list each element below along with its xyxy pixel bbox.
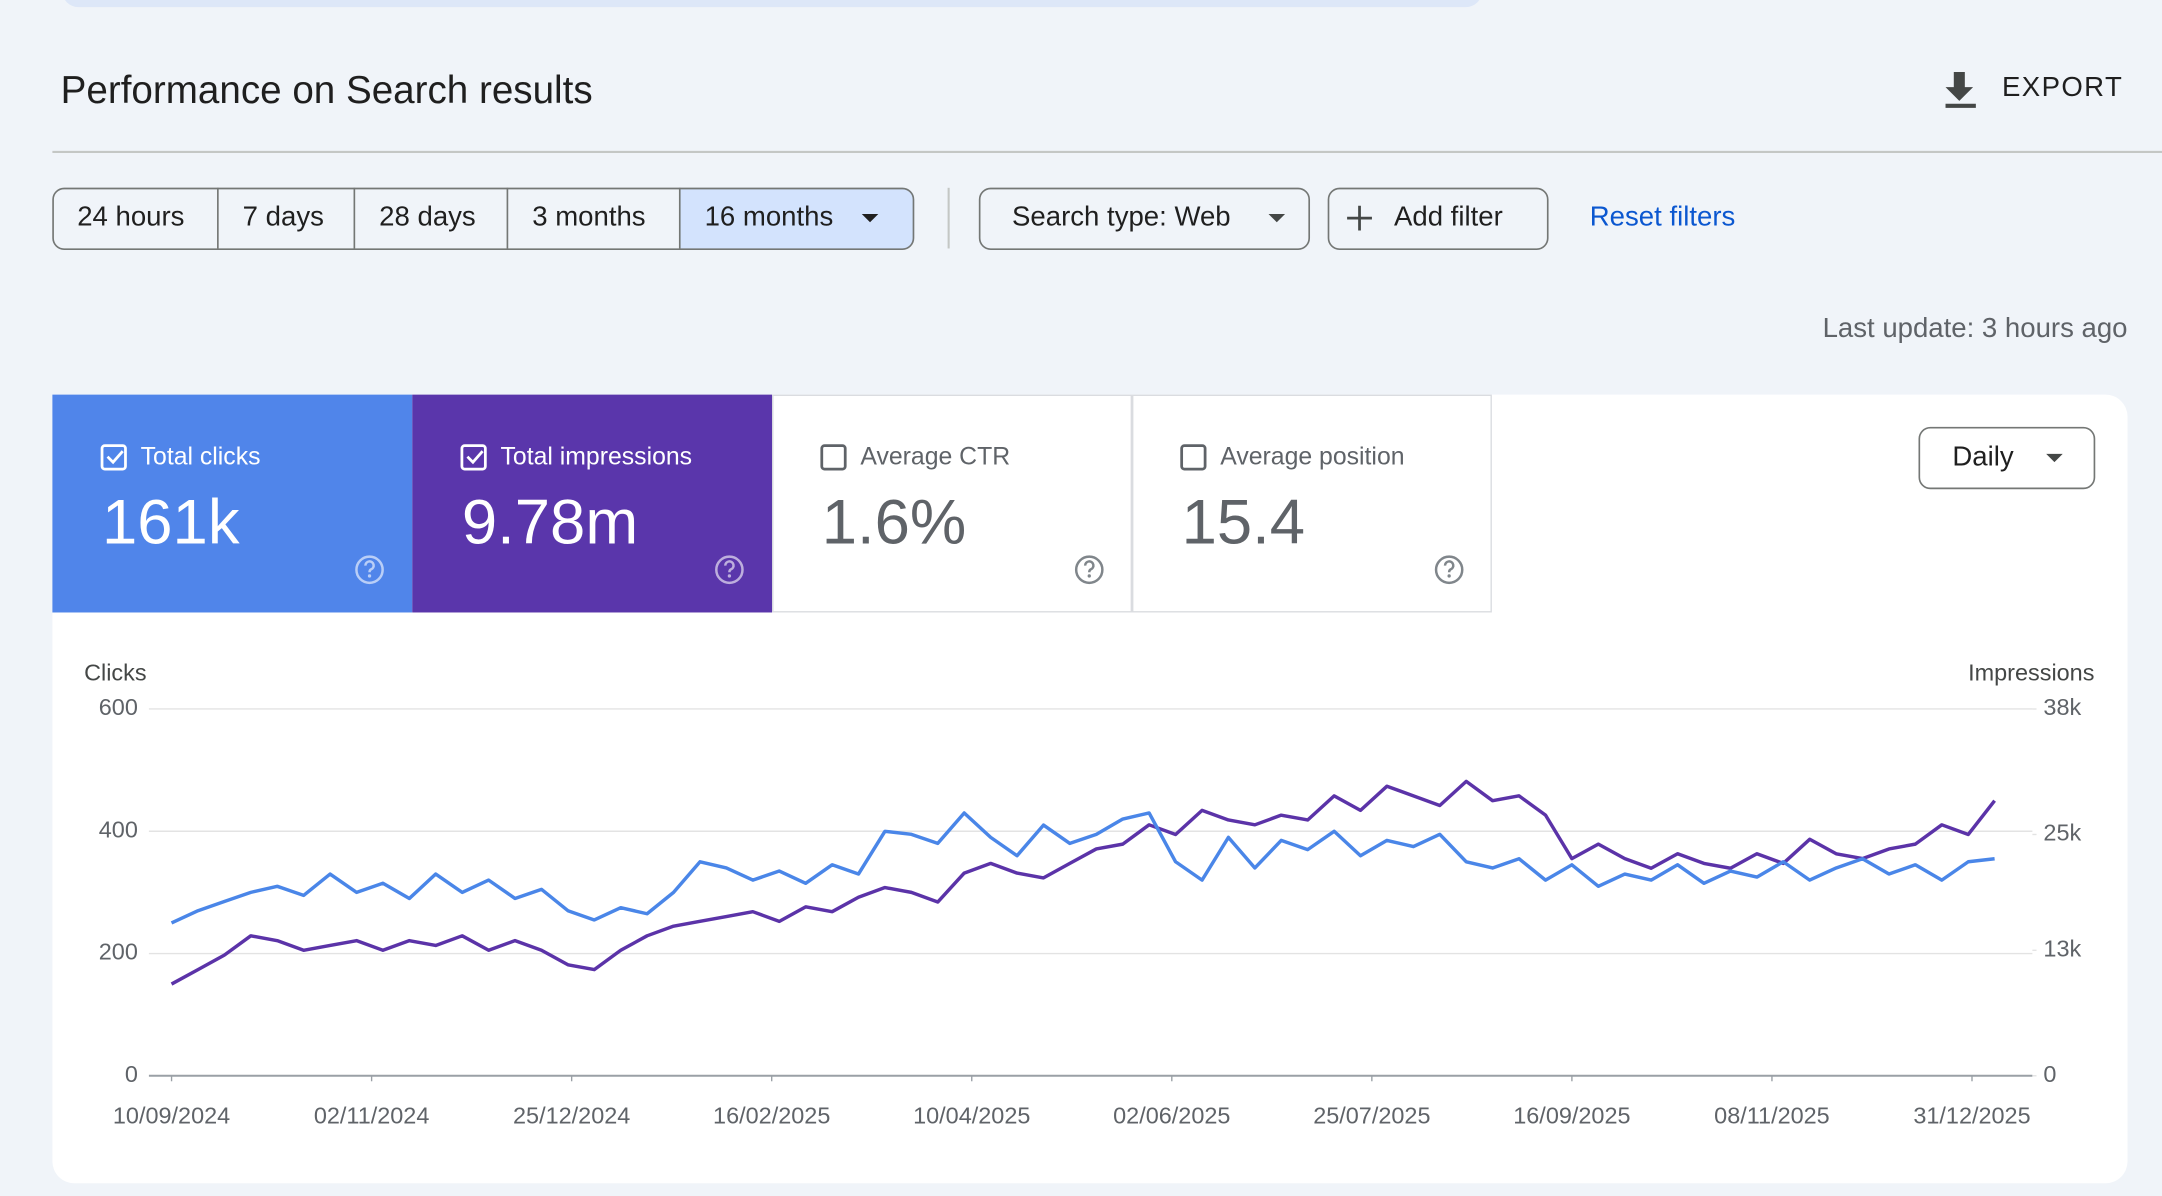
date-range-button[interactable]: 7 days bbox=[217, 187, 324, 249]
export-button[interactable]: EXPORT bbox=[1945, 71, 2124, 108]
y-tick-label: 400 bbox=[99, 816, 138, 842]
plus-icon bbox=[1347, 205, 1372, 231]
last-update: Last update: 3 hours ago bbox=[1823, 312, 2128, 343]
dropdown-frame bbox=[1918, 426, 2096, 490]
help-icon[interactable] bbox=[1434, 555, 1464, 585]
help-glyph bbox=[724, 560, 735, 573]
button-frame bbox=[1327, 187, 1549, 250]
y-tick-label: 200 bbox=[99, 939, 138, 965]
reset-filters-link[interactable]: Reset filters bbox=[1590, 200, 1736, 231]
x-tick-label: 31/12/2025 bbox=[1913, 1102, 2030, 1128]
series-line bbox=[170, 779, 1996, 986]
add-filter-label: Add filter bbox=[1394, 200, 1503, 231]
y-tick-label: 0 bbox=[125, 1061, 138, 1087]
x-tick-label: 16/02/2025 bbox=[713, 1102, 830, 1128]
series-line bbox=[170, 811, 1995, 925]
metric-label: Total impressions bbox=[501, 444, 693, 471]
y2-tick-label: 38k bbox=[2043, 694, 2081, 720]
metric-label: Total clicks bbox=[141, 444, 261, 471]
metric-value: 1.6% bbox=[822, 488, 967, 558]
metric-value: 161k bbox=[102, 488, 240, 558]
checkbox[interactable] bbox=[820, 444, 847, 471]
checkmark bbox=[466, 450, 484, 465]
date-range-label: 28 days bbox=[379, 200, 476, 231]
date-range-label: 7 days bbox=[243, 200, 324, 231]
caret bbox=[1268, 213, 1286, 223]
date-range-label: 24 hours bbox=[77, 200, 184, 231]
checkbox[interactable] bbox=[1180, 444, 1207, 471]
y2-tick-label: 0 bbox=[2043, 1061, 2056, 1087]
card-background bbox=[1132, 394, 1492, 613]
date-range-label: 16 months bbox=[705, 200, 834, 231]
x-tick-label: 16/09/2025 bbox=[1513, 1102, 1630, 1128]
date-range-group: 24 hours 7 days 28 days 3 months 16 months bbox=[52, 187, 915, 250]
x-tick-label: 02/06/2025 bbox=[1113, 1102, 1230, 1128]
y2-axis-title: Impressions bbox=[1968, 660, 2094, 686]
checkbox[interactable] bbox=[460, 444, 487, 471]
x-tick-label: 10/04/2025 bbox=[913, 1102, 1030, 1128]
checkmark bbox=[106, 450, 124, 465]
card-background bbox=[52, 394, 413, 613]
date-range-button[interactable]: 16 months bbox=[678, 187, 915, 249]
selected-background bbox=[679, 187, 915, 249]
y2-tick-label: 13k bbox=[2043, 935, 2081, 961]
help-glyph bbox=[1443, 560, 1455, 573]
checkbox[interactable] bbox=[100, 444, 127, 471]
granularity-dropdown[interactable]: Daily bbox=[1918, 426, 2096, 490]
add-filter-button[interactable]: Add filter bbox=[1327, 187, 1549, 250]
y-axis-title: Clicks bbox=[84, 660, 146, 686]
x-tick-label: 25/07/2025 bbox=[1313, 1102, 1430, 1128]
y-tick-label: 600 bbox=[99, 694, 138, 720]
caret bbox=[2046, 453, 2063, 463]
metric-card[interactable]: Average position 15.4 bbox=[1132, 394, 1492, 613]
caret bbox=[861, 213, 879, 223]
date-range-button[interactable]: 3 months bbox=[506, 187, 646, 249]
metric-cards: Total clicks 161k Total impressions 9.78m Av… bbox=[52, 394, 1492, 613]
plot: 0 200 400 600 0 13k 25k 38k 10/09/2024 02/11/2024… bbox=[99, 694, 2082, 1128]
search-bar-edge bbox=[64, 0, 1480, 8]
granularity-label: Daily bbox=[1952, 440, 2013, 471]
help-icon[interactable] bbox=[355, 555, 384, 585]
date-range-button[interactable]: 28 days bbox=[353, 187, 476, 249]
x-tick-label: 25/12/2024 bbox=[513, 1102, 630, 1128]
metric-label: Average position bbox=[1220, 444, 1404, 471]
help-dot bbox=[1087, 574, 1091, 578]
page-title: Performance on Search results bbox=[61, 69, 593, 112]
metric-card[interactable]: Total impressions 9.78m bbox=[412, 394, 773, 613]
x-tick-label: 02/11/2024 bbox=[314, 1102, 430, 1128]
search-type-label: Search type: Web bbox=[1012, 200, 1231, 231]
card-background bbox=[412, 394, 773, 613]
date-range-button[interactable]: 24 hours bbox=[77, 200, 184, 231]
export-label: EXPORT bbox=[2002, 71, 2123, 102]
help-icon[interactable] bbox=[1074, 555, 1104, 585]
metric-label: Average CTR bbox=[860, 444, 1010, 471]
help-dot bbox=[727, 574, 732, 578]
y2-tick-label: 25k bbox=[2043, 820, 2081, 846]
help-icon[interactable] bbox=[715, 555, 744, 585]
group-frame bbox=[52, 187, 915, 250]
metric-value: 15.4 bbox=[1182, 488, 1305, 558]
export-icon bbox=[1945, 71, 1976, 108]
metric-card[interactable]: Average CTR 1.6% bbox=[772, 394, 1133, 613]
help-dot bbox=[367, 574, 372, 578]
date-range-label: 3 months bbox=[532, 200, 645, 231]
metric-card[interactable]: Total clicks 161k bbox=[52, 394, 413, 613]
search-type-button[interactable]: Search type: Web bbox=[978, 187, 1311, 250]
card-background bbox=[772, 394, 1133, 613]
button-frame bbox=[978, 187, 1311, 250]
help-glyph bbox=[364, 560, 375, 573]
selected-background bbox=[679, 187, 697, 249]
x-tick-label: 08/11/2025 bbox=[1714, 1102, 1830, 1128]
help-dot bbox=[1447, 574, 1451, 578]
help-glyph bbox=[1083, 560, 1095, 573]
metric-value: 9.78m bbox=[462, 488, 638, 558]
x-tick-label: 10/09/2024 bbox=[113, 1102, 230, 1128]
